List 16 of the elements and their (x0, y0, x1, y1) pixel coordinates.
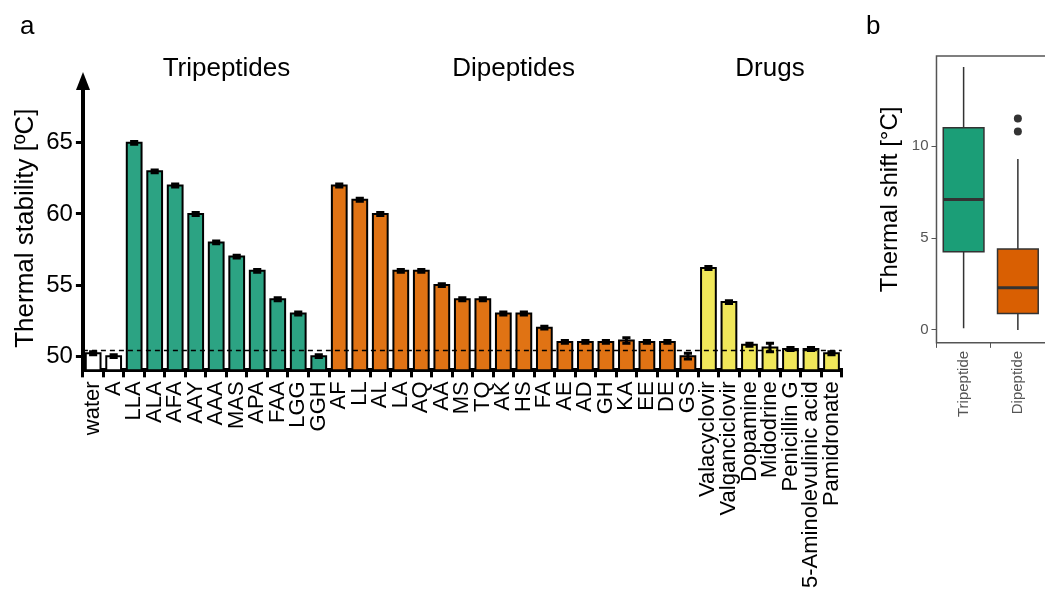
y-tick-label: 10 (911, 136, 929, 154)
y-tick-label: 5 (920, 228, 929, 246)
text: b (866, 10, 881, 40)
y-tick-label: 65 (46, 127, 73, 155)
x-tick-label: Dipeptide (1008, 350, 1026, 415)
text: Dipeptides (452, 52, 576, 82)
x-tick-label: Tripeptide (953, 350, 971, 418)
y-axis-title: Thermal shift [°C] (875, 106, 903, 293)
text: Drugs (735, 52, 805, 82)
text: Tripeptides (162, 52, 291, 82)
y-tick-label: 0 (920, 320, 929, 338)
y-tick-label: 55 (46, 269, 73, 297)
text: a (20, 10, 35, 40)
y-axis-title: Thermal stability [ºC] (8, 108, 39, 348)
y-tick-label: 50 (46, 340, 73, 368)
y-tick-label: 60 (46, 198, 73, 226)
